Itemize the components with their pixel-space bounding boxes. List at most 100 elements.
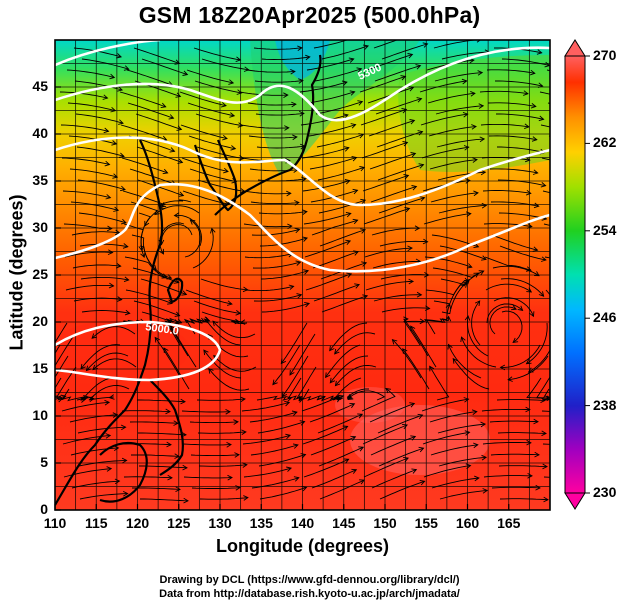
streamline <box>66 69 115 78</box>
streamline <box>81 310 130 314</box>
streamline <box>70 201 119 211</box>
streamline <box>302 425 348 445</box>
streamline <box>296 366 317 401</box>
streamline-arrowhead <box>115 262 122 269</box>
streamline <box>272 344 301 385</box>
streamline-arrowhead <box>555 353 559 358</box>
streamline-arrowhead <box>463 397 470 403</box>
streamline <box>122 190 167 207</box>
y-axis-label: Latitude (degrees) <box>6 194 27 351</box>
streamline-arrowhead <box>530 103 537 109</box>
streamline <box>372 260 421 269</box>
streamline <box>359 75 406 93</box>
streamline-arrowhead <box>526 439 532 446</box>
streamline-arrowhead <box>85 365 92 372</box>
streamline <box>260 270 309 280</box>
streamline-arrowhead <box>351 468 358 474</box>
streamline <box>55 377 66 400</box>
streamline <box>490 453 540 456</box>
streamline-arrowhead <box>354 283 360 289</box>
streamline-arrowhead <box>117 86 124 92</box>
streamline-arrowhead <box>525 406 531 413</box>
streamline <box>375 98 422 115</box>
streamline <box>315 101 363 115</box>
streamline <box>69 168 118 178</box>
streamline-arrowhead <box>419 196 426 202</box>
streamline <box>496 113 544 120</box>
streamline-arrowhead <box>121 457 128 464</box>
streamline-arrowhead <box>291 410 298 416</box>
colorbar-tick-label: 246 <box>593 309 617 326</box>
streamline <box>71 231 120 236</box>
x-tick-label: 145 <box>332 515 356 531</box>
streamline <box>174 214 203 247</box>
streamline-arrowhead <box>297 45 303 51</box>
streamline-arrowhead <box>532 246 539 252</box>
streamline <box>68 135 117 145</box>
streamline <box>186 69 234 84</box>
streamline-arrowhead <box>403 316 409 322</box>
streamline <box>185 289 232 305</box>
streamline <box>123 223 145 258</box>
streamline <box>360 108 407 126</box>
gridlines <box>55 40 550 510</box>
streamline <box>421 146 469 159</box>
streamline-arrowhead <box>335 397 342 403</box>
streamline-arrowhead <box>113 206 120 212</box>
streamline <box>317 166 365 181</box>
streamline-arrowhead <box>478 270 485 276</box>
streamline-arrowhead <box>112 412 119 418</box>
coastline-china <box>55 139 164 506</box>
streamline-arrowhead <box>356 67 363 73</box>
colorbar-tick-label: 254 <box>593 221 617 238</box>
streamline <box>72 264 121 269</box>
streamline <box>61 401 110 412</box>
streamline <box>132 487 181 490</box>
streamline-arrowhead <box>291 101 297 108</box>
streamline-arrowhead <box>602 432 607 437</box>
coastline-taiwan <box>166 277 184 304</box>
streamline <box>448 344 482 379</box>
streamline-arrowhead <box>474 300 481 307</box>
streamline <box>124 256 167 279</box>
streamline-arrowhead <box>360 198 367 205</box>
streamline-arrowhead <box>180 398 186 405</box>
streamline <box>526 322 548 365</box>
streamline <box>496 399 546 401</box>
streamline-arrowhead <box>281 391 288 398</box>
streamline <box>241 402 290 412</box>
streamline-arrowhead <box>482 488 489 494</box>
x-axis-label: Longitude (degrees) <box>215 536 389 556</box>
streamline <box>379 480 425 500</box>
streamline <box>250 201 299 205</box>
streamline-arrowhead <box>182 70 189 76</box>
streamline <box>437 423 486 434</box>
coastline-philippines <box>149 379 184 476</box>
streamline <box>430 444 478 456</box>
streamline <box>123 476 173 479</box>
streamline <box>91 326 136 339</box>
streamline-arrowhead <box>588 476 592 481</box>
streamline <box>121 157 168 174</box>
streamline-arrowhead <box>107 225 113 232</box>
streamline <box>185 318 205 335</box>
streamline <box>378 197 425 214</box>
y-tick-label: 25 <box>32 266 48 282</box>
x-tick-label: 110 <box>43 515 67 531</box>
streamline-arrowhead <box>294 227 301 234</box>
streamline-arrowhead <box>512 337 519 343</box>
streamline <box>163 347 190 390</box>
streamline-arrowhead <box>402 141 409 147</box>
streamline-arrowhead <box>103 127 110 134</box>
streamline-arrowhead <box>118 119 124 125</box>
streamline <box>248 135 297 139</box>
streamline-arrowhead <box>345 239 352 245</box>
streamline-arrowhead <box>587 443 591 448</box>
streamline-arrowhead <box>595 454 599 459</box>
streamline <box>140 498 189 502</box>
streamline <box>491 234 538 251</box>
streamline-arrowhead <box>360 228 366 234</box>
streamline <box>540 124 550 128</box>
streamline <box>64 251 113 258</box>
